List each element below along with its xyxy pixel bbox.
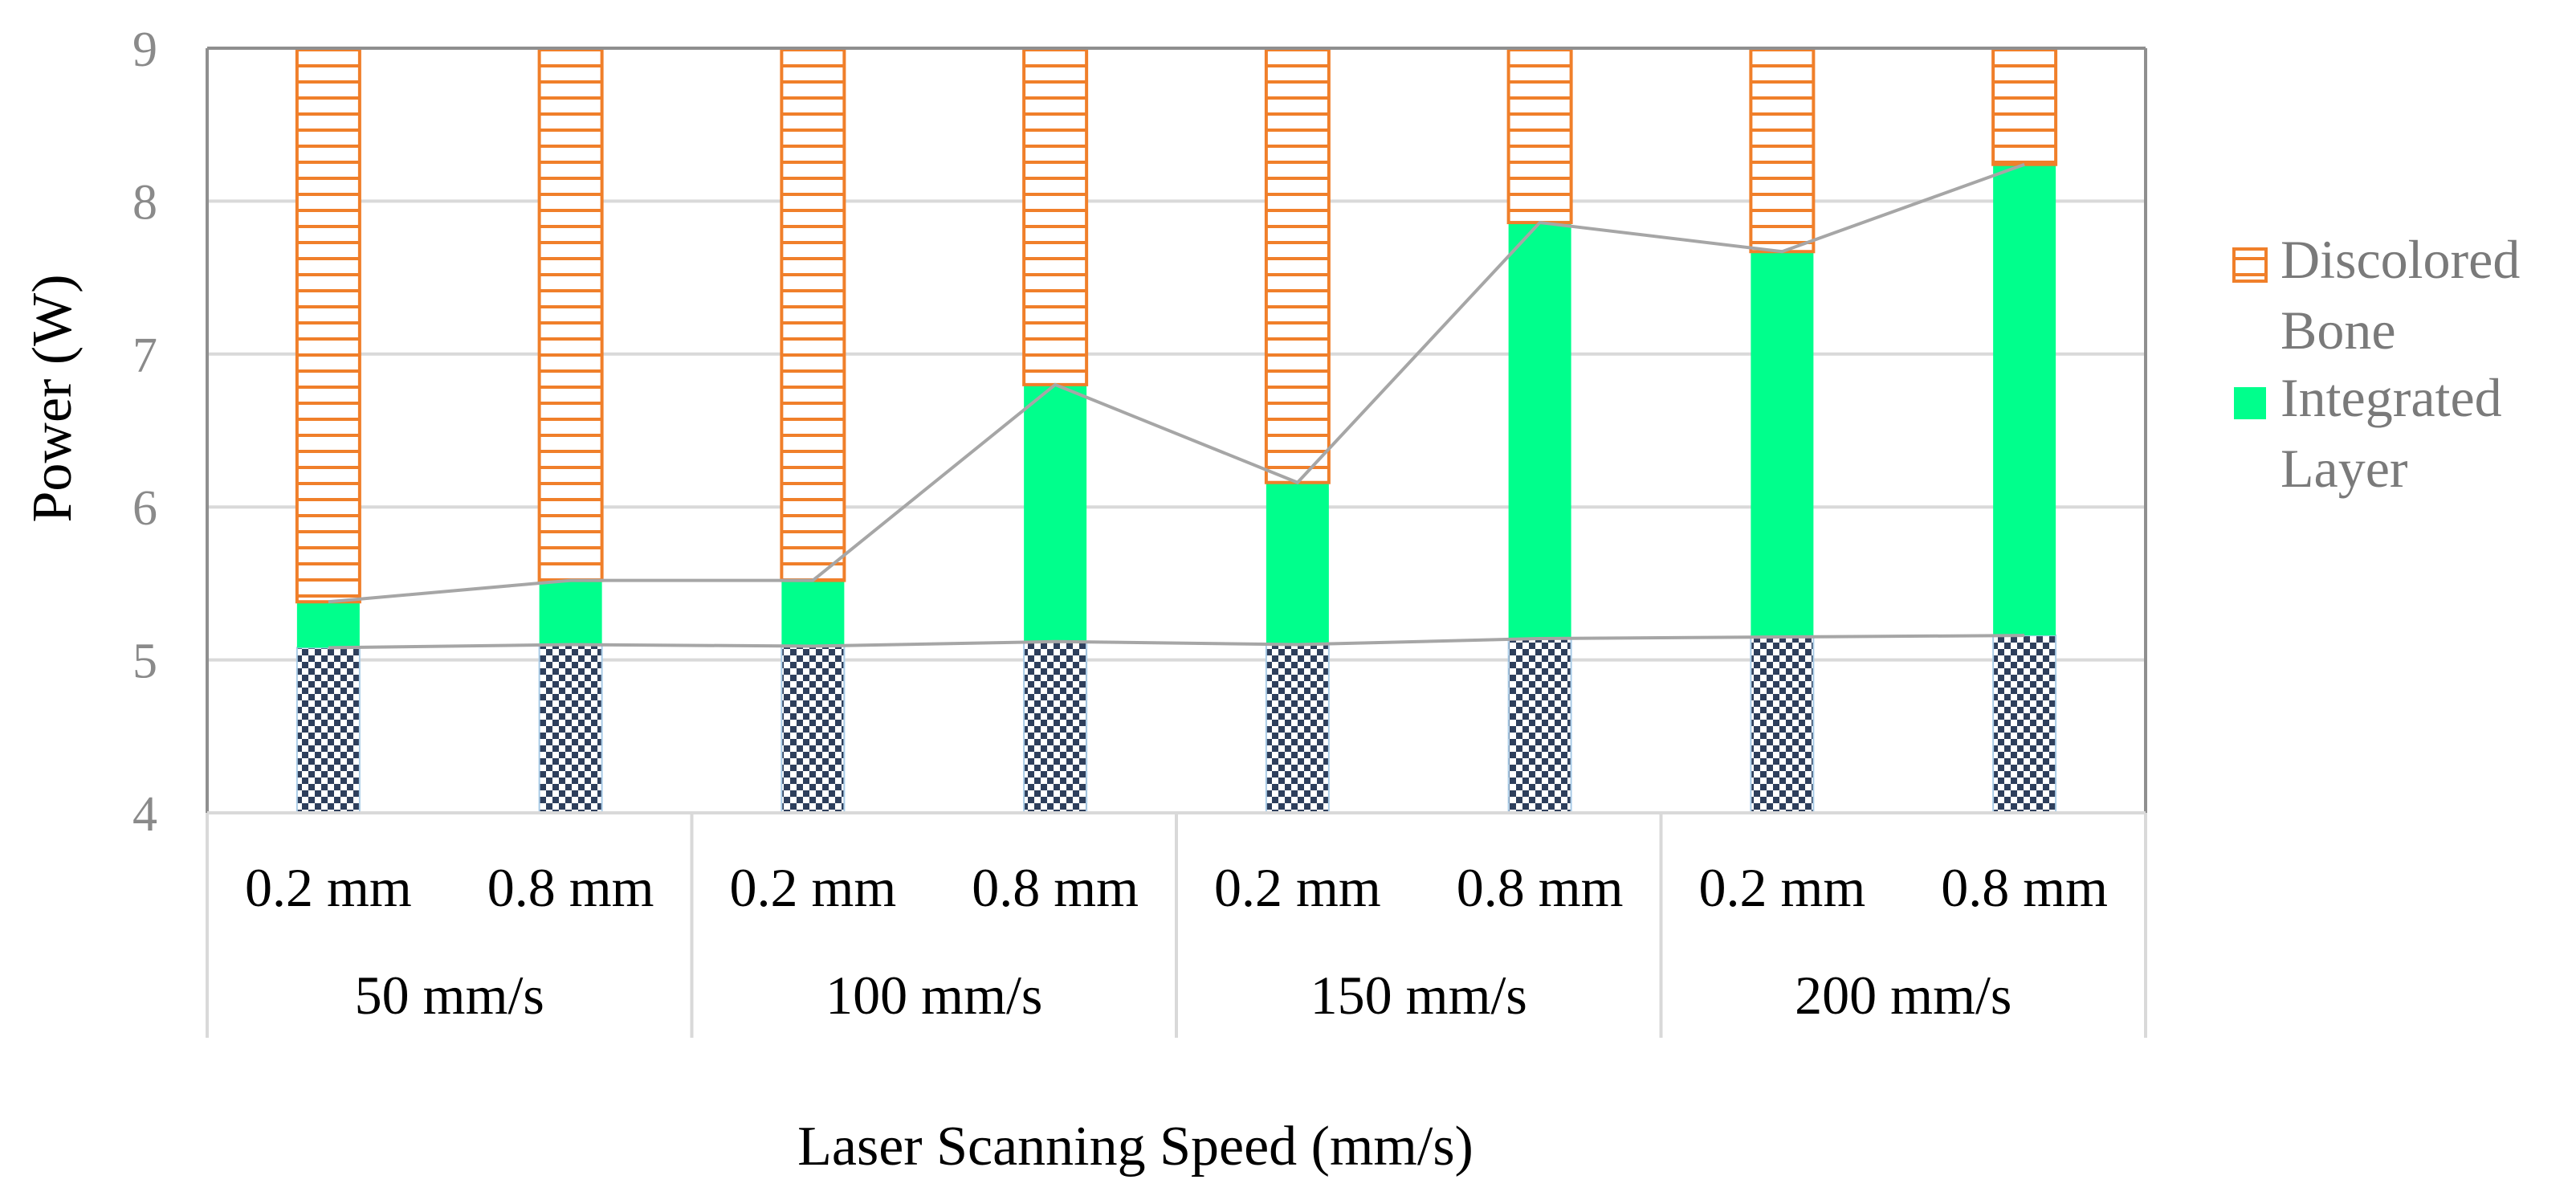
bar-segment-discolored — [295, 47, 361, 604]
bar-segment-base — [781, 645, 846, 814]
x-group-label: 50 mm/s — [355, 965, 544, 1026]
bar-segment-discolored — [780, 47, 846, 582]
bar-segment-integrated — [1024, 384, 1087, 642]
y-tick-label: 7 — [132, 329, 157, 383]
bar-segment-discolored — [1264, 47, 1331, 484]
bar-segment-integrated — [1751, 251, 1814, 638]
x-category-label: 0.8 mm — [487, 857, 654, 918]
bar-segment-base — [1023, 640, 1088, 814]
y-tick-label: 6 — [132, 481, 157, 536]
x-group-label: 150 mm/s — [1310, 965, 1527, 1026]
series-line-lower-boundary — [328, 634, 2025, 650]
bar-segment-base — [296, 647, 361, 814]
legend-label-integrated: Integrated Layer — [2280, 367, 2502, 499]
x-category-label: 0.2 mm — [1214, 857, 1381, 918]
y-tick-label: 5 — [132, 635, 157, 689]
y-tick-label: 9 — [132, 22, 157, 77]
x-category-label: 0.8 mm — [1457, 857, 1624, 918]
legend-swatch-discolored — [2232, 247, 2268, 283]
bar-segment-integrated — [781, 580, 845, 647]
x-group-label: 200 mm/s — [1795, 965, 2011, 1026]
bar-segment-base — [1992, 635, 2057, 814]
bar-segment-base — [1265, 643, 1330, 814]
x-category-label: 0.2 mm — [245, 857, 412, 918]
boundary-lines — [328, 162, 2025, 650]
y-axis-title: Power (W) — [22, 274, 84, 522]
y-tick-label: 4 — [132, 787, 157, 842]
bar-segment-base — [538, 643, 603, 814]
bar-segment-discolored — [1749, 47, 1816, 254]
x-group-label: 100 mm/s — [825, 965, 1042, 1026]
x-axis-category-table: 0.2 mm 0.8 mm 0.2 mm 0.8 mm 0.2 mm 0.8 mm 0.2 … — [206, 813, 2147, 1038]
bar-segment-discolored — [1022, 47, 1089, 386]
x-category-label: 0.2 mm — [1698, 857, 1865, 918]
legend-swatch-integrated — [2234, 387, 2266, 419]
bar-segment-discolored — [1506, 47, 1573, 225]
plot-frame — [206, 47, 2147, 814]
bar-segment-integrated — [1266, 482, 1329, 645]
y-axis-ticks: 4 5 6 7 8 9 — [132, 22, 157, 842]
bar-segment-integrated — [539, 580, 602, 645]
bar-segment-integrated — [296, 602, 360, 648]
x-category-label: 0.8 mm — [972, 857, 1139, 918]
gridlines — [207, 199, 2146, 662]
series-line-upper-boundary — [328, 162, 2025, 604]
bar-segment-base — [1507, 637, 1572, 814]
bars — [295, 47, 2058, 814]
x-axis-title: Laser Scanning Speed (mm/s) — [797, 1116, 1473, 1178]
legend-label-discolored: Discolored Bone — [2280, 229, 2520, 361]
y-tick-label: 8 — [132, 175, 157, 230]
bar-segment-discolored — [537, 47, 604, 582]
bar-segment-base — [1750, 636, 1815, 814]
bar-segment-discolored — [1991, 47, 2058, 166]
x-category-label: 0.8 mm — [1941, 857, 2108, 918]
bar-segment-integrated — [1508, 222, 1571, 639]
x-category-label: 0.2 mm — [729, 857, 896, 918]
bar-segment-integrated — [1993, 164, 2056, 636]
